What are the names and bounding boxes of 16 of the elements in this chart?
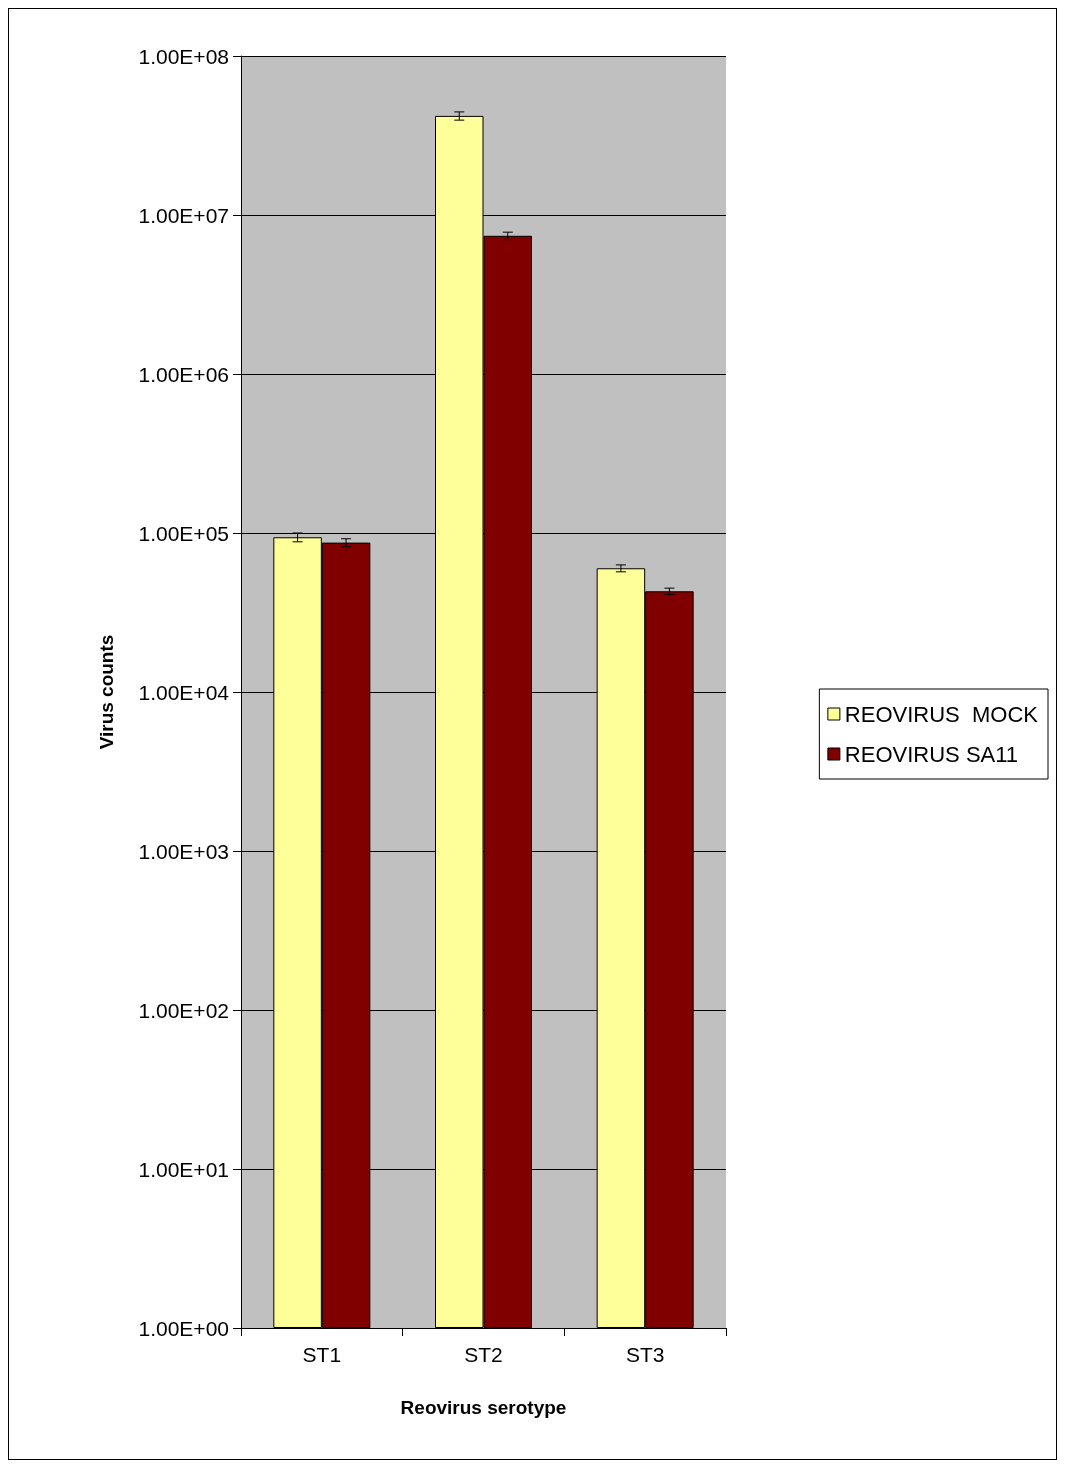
y-tick-label: 1.00E+02 bbox=[138, 998, 229, 1022]
x-axis-title: Reovirus serotype bbox=[400, 1397, 567, 1418]
x-tick-label: ST3 bbox=[625, 1343, 665, 1366]
y-tick-label: 1.00E+01 bbox=[138, 1157, 229, 1181]
y-tick-label: 1.00E+00 bbox=[138, 1316, 229, 1340]
y-tick-label: 1.00E+07 bbox=[138, 203, 229, 227]
y-tick-label: 1.00E+06 bbox=[138, 362, 229, 386]
y-tick-label: 1.00E+08 bbox=[138, 44, 229, 68]
legend-label: REOVIRUS MOCK bbox=[844, 701, 1039, 727]
x-tick-label: ST1 bbox=[302, 1343, 342, 1366]
y-tick-label: 1.00E+05 bbox=[138, 521, 229, 545]
y-tick-label: 1.00E+03 bbox=[138, 839, 229, 863]
y-axis-title: Virus counts bbox=[96, 634, 117, 750]
y-tick-label: 1.00E+04 bbox=[138, 680, 230, 704]
x-tick-label: ST2 bbox=[464, 1343, 503, 1366]
legend-label: REOVIRUS SA11 bbox=[844, 741, 1019, 767]
